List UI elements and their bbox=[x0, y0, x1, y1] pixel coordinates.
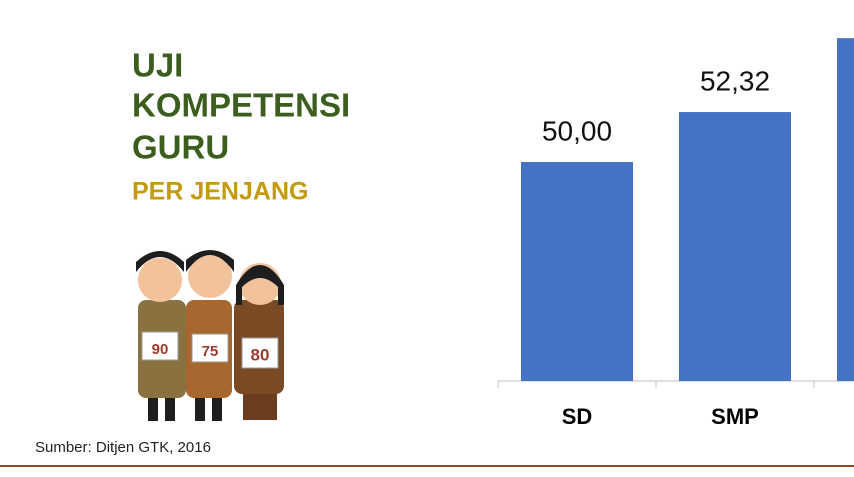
value-label: 50,00 bbox=[542, 115, 612, 146]
teachers-illustration bbox=[136, 250, 284, 421]
card-score: 75 bbox=[202, 343, 219, 360]
card-score: 80 bbox=[251, 345, 270, 364]
subtitle: PER JENJANG bbox=[132, 178, 308, 206]
slide: UJI KOMPETENSI GURU PER JENJANG 90 75 80… bbox=[0, 0, 854, 477]
title-line: UJI bbox=[132, 47, 183, 84]
title-line: KOMPETENSI bbox=[132, 87, 350, 124]
bar bbox=[521, 162, 633, 381]
x-tick-label: SMP bbox=[711, 404, 759, 429]
bar bbox=[837, 38, 854, 381]
card-score: 90 bbox=[152, 341, 169, 358]
page: UJI KOMPETENSI GURU PER JENJANG 90 75 80… bbox=[0, 0, 854, 477]
source: Sumber: Ditjen GTK, 2016 bbox=[35, 439, 211, 456]
bar bbox=[679, 112, 791, 381]
x-tick-label: SD bbox=[562, 404, 593, 429]
bar-chart: SD 50,00 SMP 52,32 bbox=[498, 38, 854, 429]
value-label: 52,32 bbox=[700, 65, 770, 96]
title-line: GURU bbox=[132, 129, 229, 166]
